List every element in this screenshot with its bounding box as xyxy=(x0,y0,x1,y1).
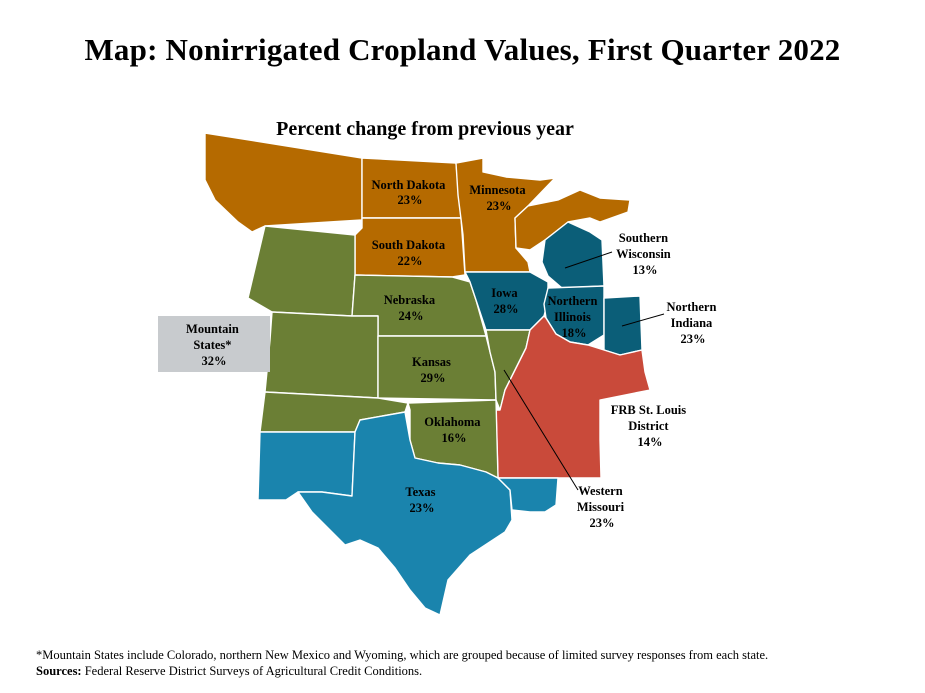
sources-text: Federal Reserve District Surveys of Agri… xyxy=(84,664,423,678)
label-mountain-states: Mountain States* 32% xyxy=(186,322,242,368)
state-texas xyxy=(297,411,513,616)
label-minnesota: Minnesota 23% xyxy=(469,183,528,213)
label-western-missouri: Western Missouri 23% xyxy=(577,484,627,530)
mountain-states-box xyxy=(158,316,270,372)
footnote: *Mountain States include Colorado, north… xyxy=(36,648,769,662)
label-northern-illinois: Northern Illinois 18% xyxy=(547,294,600,340)
label-north-dakota: North Dakota 23% xyxy=(371,178,448,207)
state-southern-wisconsin xyxy=(541,221,605,289)
label-nebraska: Nebraska 24% xyxy=(384,293,439,323)
state-southern-new-mexico xyxy=(257,431,356,501)
sources-label: Sources: xyxy=(36,664,82,678)
state-frb-st-louis xyxy=(495,315,651,479)
label-iowa: Iowa 28% xyxy=(491,286,521,316)
label-texas: Texas 23% xyxy=(405,485,438,515)
leader-northern-indiana xyxy=(621,313,665,327)
state-louisiana xyxy=(497,477,559,513)
label-southern-wisconsin: Southern Wisconsin 13% xyxy=(616,231,674,277)
leader-southern-wisconsin xyxy=(564,251,613,269)
label-northern-indiana: Northern Indiana 23% xyxy=(666,300,719,346)
state-northern-wisconsin xyxy=(514,189,631,251)
label-frb-st-louis: FRB St. Louis District 14% xyxy=(611,403,690,449)
label-south-dakota: South Dakota 22% xyxy=(372,238,448,268)
state-montana xyxy=(204,132,363,233)
sources-line: Sources: Federal Reserve District Survey… xyxy=(36,664,422,679)
state-colorado xyxy=(264,311,379,399)
map-subtitle: Percent change from previous year xyxy=(276,118,574,140)
label-kansas: Kansas 29% xyxy=(412,355,454,385)
map-title: Map: Nonirrigated Cropland Values, First… xyxy=(84,32,841,67)
state-wyoming xyxy=(247,225,356,317)
leader-western-missouri xyxy=(503,369,579,491)
label-oklahoma: Oklahoma 16% xyxy=(424,415,483,445)
